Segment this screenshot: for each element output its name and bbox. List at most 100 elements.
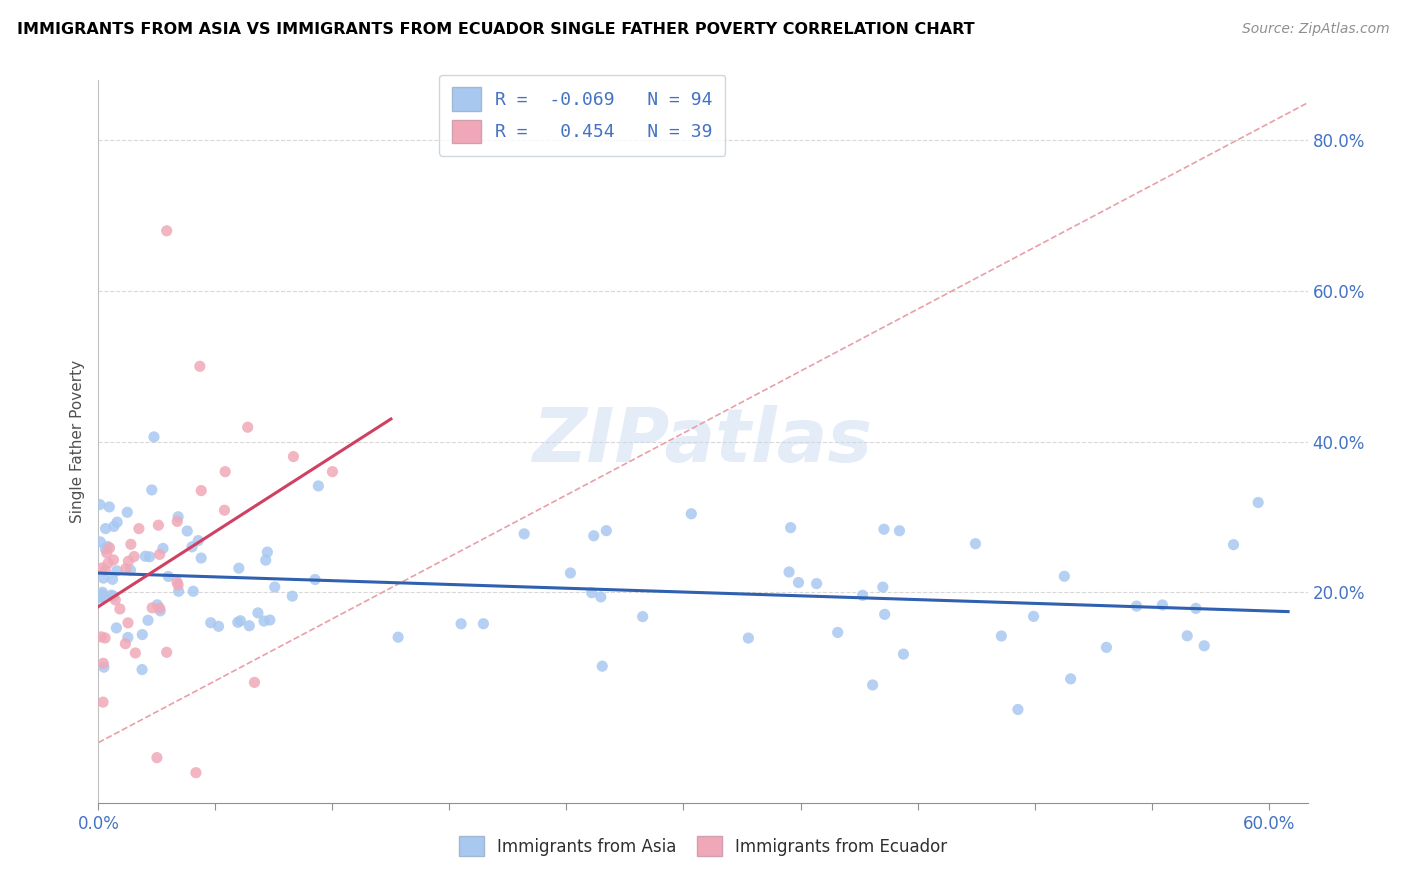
Point	[1175, 629, 1198, 643]
Point	[94, 563, 117, 577]
Point	[91, 590, 114, 604]
Point	[156, 645, 179, 659]
Point	[136, 613, 159, 627]
Point	[307, 479, 329, 493]
Point	[89, 534, 111, 549]
Point	[1007, 702, 1029, 716]
Point	[893, 647, 915, 661]
Point	[100, 588, 122, 602]
Point	[93, 660, 115, 674]
Point	[889, 524, 911, 538]
Point	[304, 573, 326, 587]
Point	[117, 554, 139, 568]
Point	[827, 625, 849, 640]
Point	[1192, 639, 1215, 653]
Point	[582, 529, 605, 543]
Point	[243, 675, 266, 690]
Point	[105, 515, 128, 529]
Point	[167, 584, 190, 599]
Point	[873, 607, 896, 622]
Point	[1152, 598, 1174, 612]
Point	[778, 565, 800, 579]
Point	[117, 615, 139, 630]
Text: Source: ZipAtlas.com: Source: ZipAtlas.com	[1241, 22, 1389, 37]
Point	[281, 589, 304, 603]
Point	[149, 601, 172, 615]
Point	[872, 580, 894, 594]
Point	[94, 522, 117, 536]
Point	[321, 465, 343, 479]
Point	[114, 562, 136, 576]
Point	[1095, 640, 1118, 655]
Point	[96, 540, 118, 554]
Point	[181, 584, 204, 599]
Point	[138, 549, 160, 564]
Point	[990, 629, 1012, 643]
Point	[131, 663, 153, 677]
Point	[681, 507, 703, 521]
Point	[134, 549, 156, 564]
Point	[120, 537, 142, 551]
Point	[263, 580, 285, 594]
Point	[97, 556, 120, 570]
Point	[94, 631, 117, 645]
Point	[190, 483, 212, 498]
Point	[207, 619, 229, 633]
Point	[166, 574, 188, 589]
Point	[176, 524, 198, 538]
Point	[1053, 569, 1076, 583]
Y-axis label: Single Father Poverty: Single Father Poverty	[70, 360, 86, 523]
Point	[149, 604, 172, 618]
Point	[105, 564, 128, 578]
Point	[779, 521, 801, 535]
Point	[91, 585, 114, 599]
Point	[187, 533, 209, 548]
Point	[157, 569, 180, 583]
Point	[184, 765, 207, 780]
Point	[93, 571, 115, 585]
Point	[117, 505, 139, 519]
Point	[141, 483, 163, 497]
Point	[226, 615, 249, 630]
Point	[283, 450, 305, 464]
Point	[259, 613, 281, 627]
Point	[94, 541, 117, 556]
Point	[851, 588, 873, 602]
Point	[253, 614, 276, 628]
Point	[256, 545, 278, 559]
Point	[238, 619, 260, 633]
Point	[737, 631, 759, 645]
Point	[513, 526, 536, 541]
Point	[90, 630, 112, 644]
Point	[104, 593, 127, 607]
Point	[228, 561, 250, 575]
Legend: Immigrants from Asia, Immigrants from Ecuador: Immigrants from Asia, Immigrants from Ec…	[453, 830, 953, 863]
Point	[91, 695, 114, 709]
Point	[146, 598, 169, 612]
Point	[141, 600, 163, 615]
Point	[167, 578, 190, 592]
Text: ZIPatlas: ZIPatlas	[533, 405, 873, 478]
Point	[560, 566, 582, 580]
Point	[873, 522, 896, 536]
Point	[1247, 495, 1270, 509]
Point	[103, 553, 125, 567]
Point	[98, 500, 121, 514]
Point	[589, 590, 612, 604]
Point	[1222, 538, 1244, 552]
Point	[1059, 672, 1081, 686]
Point	[188, 359, 211, 374]
Point	[108, 602, 131, 616]
Point	[146, 750, 169, 764]
Point	[1125, 599, 1147, 613]
Point	[236, 420, 259, 434]
Point	[387, 630, 409, 644]
Point	[595, 524, 617, 538]
Point	[91, 657, 114, 671]
Point	[787, 575, 810, 590]
Point	[124, 646, 146, 660]
Point	[142, 430, 165, 444]
Point	[591, 659, 613, 673]
Point	[1022, 609, 1045, 624]
Point	[114, 637, 136, 651]
